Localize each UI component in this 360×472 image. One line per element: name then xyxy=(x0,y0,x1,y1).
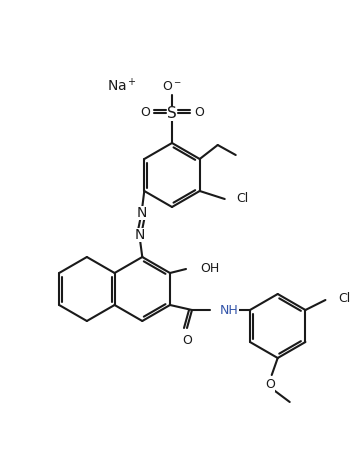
Text: N: N xyxy=(137,206,148,220)
Text: Na$^+$: Na$^+$ xyxy=(107,77,137,95)
Text: O: O xyxy=(265,379,275,391)
Text: S: S xyxy=(167,106,177,120)
Text: O: O xyxy=(182,334,192,346)
Text: O: O xyxy=(140,107,150,119)
Text: N: N xyxy=(135,228,145,242)
Text: O$^-$: O$^-$ xyxy=(162,79,182,93)
Text: OH: OH xyxy=(200,261,219,275)
Text: Cl: Cl xyxy=(237,193,249,205)
Text: O: O xyxy=(194,107,204,119)
Text: NH: NH xyxy=(220,303,239,317)
Text: Cl: Cl xyxy=(338,292,351,304)
